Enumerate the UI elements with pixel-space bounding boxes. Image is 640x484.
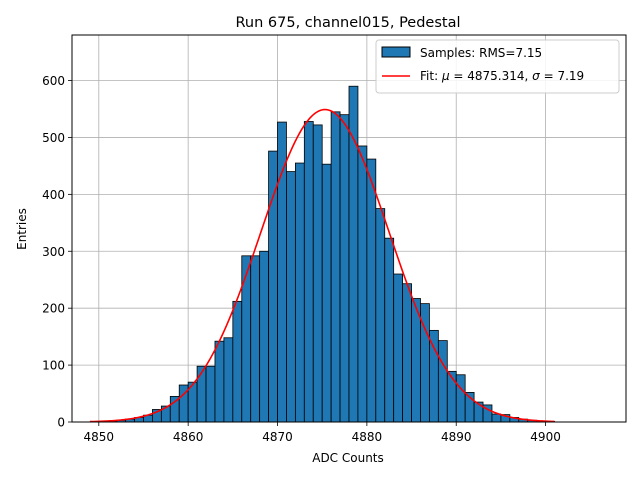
histogram-bar <box>303 121 314 423</box>
histogram-bar <box>402 283 412 423</box>
histogram-bar <box>330 111 341 423</box>
histogram-bar <box>339 114 350 423</box>
histogram-bar <box>232 300 243 423</box>
y-tick-label: 300 <box>42 245 65 259</box>
legend-swatch-samples <box>381 46 411 58</box>
x-tick-label: 4890 <box>441 430 472 444</box>
histogram-bar <box>437 340 448 423</box>
y-tick-label: 100 <box>42 359 65 373</box>
legend-label-fit: Fit: μ = 4875.314, σ = 7.19 <box>420 69 584 83</box>
legend-label-samples: Samples: RMS=7.15 <box>420 46 542 60</box>
histogram-bar <box>366 158 377 423</box>
legend-fit-mu-value: = 4875.314, <box>450 69 533 83</box>
histogram-bar <box>259 250 269 423</box>
histogram-bar <box>294 162 305 423</box>
chart-title: Run 675, channel015, Pedestal <box>235 15 460 31</box>
legend: Samples: RMS=7.15 Fit: μ = 4875.314, σ =… <box>375 39 620 94</box>
y-tick-label: 500 <box>42 131 65 145</box>
y-tick-label: 0 <box>57 416 65 430</box>
histogram-bar <box>393 273 404 423</box>
y-axis-ticks: 0 100 200 300 400 500 600 <box>42 74 72 430</box>
legend-fit-sigma-value: = 7.19 <box>540 69 584 83</box>
histogram-bar <box>205 365 216 423</box>
histogram-bar <box>429 329 439 423</box>
x-axis-label: ADC Counts <box>312 451 384 465</box>
histogram-bar <box>241 255 252 423</box>
x-tick-label: 4850 <box>84 430 115 444</box>
histogram-bar <box>223 337 234 423</box>
histogram-bar <box>348 85 359 423</box>
y-axis-label: Entries <box>15 208 29 250</box>
legend-fit-mu-symbol: μ <box>441 69 450 83</box>
histogram-bar <box>250 255 261 423</box>
fit-curve <box>89 108 555 423</box>
x-tick-label: 4870 <box>262 430 293 444</box>
histogram-bar <box>446 370 457 423</box>
legend-fit-prefix: Fit: <box>420 69 442 83</box>
histogram-bar <box>357 145 368 423</box>
x-tick-label: 4860 <box>173 430 204 444</box>
histogram-bar <box>375 208 386 423</box>
histogram-bar <box>214 340 225 423</box>
x-tick-label: 4880 <box>352 430 383 444</box>
fit-curve-group <box>89 108 555 423</box>
histogram-bar <box>268 150 278 423</box>
x-tick-label: 4900 <box>530 430 561 444</box>
histogram-bar <box>455 374 466 423</box>
histogram-bar <box>491 413 502 423</box>
histogram-bar <box>312 124 323 423</box>
legend-box <box>375 39 620 94</box>
histogram-bars <box>98 85 555 423</box>
plot-frame <box>71 34 627 423</box>
y-tick-label: 400 <box>42 188 65 202</box>
histogram-bar <box>196 365 207 423</box>
histogram-bar <box>286 171 296 423</box>
legend-fit-sigma-symbol: σ <box>532 69 540 83</box>
histogram-bar <box>473 401 484 423</box>
y-tick-label: 200 <box>42 302 65 316</box>
y-tick-label: 600 <box>42 74 65 88</box>
histogram-bar <box>321 163 332 423</box>
histogram-bar <box>277 121 287 423</box>
histogram-bar <box>384 237 395 423</box>
x-axis-ticks: 4850 4860 4870 4880 4890 4900 <box>84 422 561 444</box>
